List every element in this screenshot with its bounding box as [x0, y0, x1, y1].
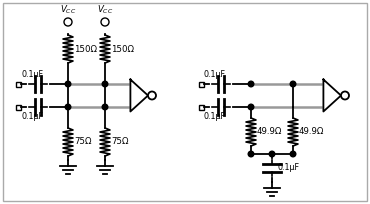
- Text: $V_{CC}$: $V_{CC}$: [97, 3, 113, 16]
- Circle shape: [248, 81, 254, 87]
- Circle shape: [290, 151, 296, 157]
- Text: 150Ω: 150Ω: [111, 44, 134, 53]
- Bar: [16, 82, 20, 86]
- Text: 75Ω: 75Ω: [111, 137, 128, 146]
- Polygon shape: [130, 80, 148, 112]
- Circle shape: [341, 92, 349, 100]
- Bar: [198, 82, 204, 86]
- Bar: [16, 104, 20, 110]
- Text: 49.9Ω: 49.9Ω: [257, 128, 282, 136]
- Circle shape: [102, 81, 108, 87]
- Circle shape: [65, 81, 71, 87]
- Circle shape: [148, 92, 156, 100]
- Circle shape: [248, 151, 254, 157]
- Text: 0.1μF: 0.1μF: [21, 70, 43, 79]
- Text: 0.1μF: 0.1μF: [278, 163, 300, 173]
- Circle shape: [102, 104, 108, 110]
- Text: 0.1μF: 0.1μF: [204, 70, 226, 79]
- Text: 150Ω: 150Ω: [74, 44, 97, 53]
- Circle shape: [248, 104, 254, 110]
- Text: $V_{CC}$: $V_{CC}$: [60, 3, 76, 16]
- Circle shape: [290, 81, 296, 87]
- Polygon shape: [323, 80, 341, 112]
- Text: 75Ω: 75Ω: [74, 137, 91, 146]
- Text: 49.9Ω: 49.9Ω: [299, 128, 324, 136]
- Circle shape: [269, 151, 275, 157]
- Circle shape: [65, 104, 71, 110]
- Text: 0.1μF: 0.1μF: [204, 112, 226, 121]
- Bar: [198, 104, 204, 110]
- Text: 0.1μF: 0.1μF: [21, 112, 43, 121]
